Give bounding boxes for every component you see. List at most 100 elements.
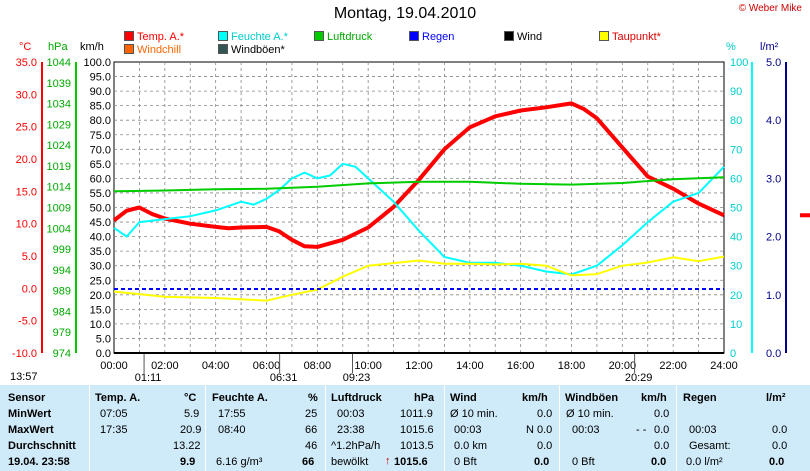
temp-tick: 0.0 xyxy=(22,283,37,295)
marker-label: 20:29 xyxy=(625,372,653,384)
time-tick: 10:00 xyxy=(354,360,382,372)
wind-tick: 60.0 xyxy=(90,173,111,185)
avg-press-trend: ^1.2hPa/h xyxy=(331,440,381,452)
temp-tick: 10.0 xyxy=(16,219,37,231)
min-gust-time: Ø 10 min. xyxy=(566,408,614,420)
cur-hum-val: 66 xyxy=(302,456,315,468)
humidity-tick: 50 xyxy=(730,203,742,215)
wind-tick: 50.0 xyxy=(90,203,111,215)
temp-tick: 15.0 xyxy=(16,186,37,198)
wind-tick: 70.0 xyxy=(90,144,111,156)
rain-tick: 1.0 xyxy=(766,290,781,302)
pressure-tick: 994 xyxy=(53,265,71,277)
min-temp-time: 07:05 xyxy=(100,408,128,420)
temp-tick: -5.0 xyxy=(18,316,37,328)
temp-tick: 30.0 xyxy=(16,89,37,101)
series-line xyxy=(113,176,725,193)
min-press-time: 00:03 xyxy=(337,408,365,420)
hdr-press-unit: hPa xyxy=(414,392,435,404)
humidity-tick: 70 xyxy=(730,144,742,156)
min-press-val: 1011.9 xyxy=(400,408,433,420)
avg-wind-val: 0.0 xyxy=(537,440,553,452)
humidity-tick: 0 xyxy=(730,348,736,360)
avg-hum-val: 46 xyxy=(305,440,318,452)
wind-tick: 30.0 xyxy=(90,261,111,273)
hdr-hum: Feuchte A. xyxy=(212,392,268,404)
min-hum-time: 17:55 xyxy=(218,408,246,420)
pressure-tick: 1009 xyxy=(47,203,71,215)
wind-tick: 80.0 xyxy=(90,115,111,127)
pressure-tick: 999 xyxy=(53,244,71,256)
temp-tick: 20.0 xyxy=(16,154,37,166)
pressure-tick: 1019 xyxy=(47,161,71,173)
max-press-time: 23:38 xyxy=(337,424,365,436)
humidity-tick: 80 xyxy=(730,115,742,127)
max-wind-val: 0.0 xyxy=(537,424,553,436)
pressure-tick: 974 xyxy=(53,348,71,360)
legend-windchill: Windchill xyxy=(124,44,181,56)
max-wind-dir: N xyxy=(526,424,534,436)
max-rain-val: 0.0 xyxy=(772,424,788,436)
humidity-tick: 20 xyxy=(730,290,742,302)
pressure-tick: 1034 xyxy=(47,99,71,111)
stats-table xyxy=(0,385,810,471)
rain-tick: 4.0 xyxy=(766,115,781,127)
cur-gust-val: 0.0 xyxy=(651,456,667,468)
wind-tick: 85.0 xyxy=(90,101,111,113)
rain-tick: 0.0 xyxy=(766,348,781,360)
time-tick: 08:00 xyxy=(304,360,332,372)
temp-current-marker xyxy=(800,213,810,218)
series-line xyxy=(112,101,725,249)
hdr-sensor: Sensor xyxy=(8,392,46,404)
pressure-tick: 1004 xyxy=(47,223,71,235)
time-tick: 20:00 xyxy=(609,360,637,372)
max-press-val: 1015.6 xyxy=(400,424,434,436)
wind-tick: 40.0 xyxy=(90,232,111,244)
pressure-tick: 1044 xyxy=(47,57,71,69)
hdr-hum-unit: % xyxy=(308,392,318,404)
wind-tick: 90.0 xyxy=(90,86,111,98)
row-avg-label: Durchschnitt xyxy=(8,440,76,452)
time-tick: 18:00 xyxy=(558,360,586,372)
legend-pressure: Luftdruck xyxy=(314,31,372,43)
hdr-wind-unit: km/h xyxy=(522,392,548,404)
pressure-tick: 1039 xyxy=(47,78,71,90)
avg-temp-val: 13.22 xyxy=(173,440,201,452)
row-max-label: MaxWert xyxy=(8,424,54,436)
marker-label: 01:11 xyxy=(135,372,162,384)
max-gust-dir: - - xyxy=(636,424,647,436)
wind-axis-unit: km/h xyxy=(80,41,104,53)
wind-tick: 10.0 xyxy=(90,319,111,331)
pressure-tick: 1024 xyxy=(47,140,71,152)
min-gust-val: 0.0 xyxy=(654,408,670,420)
row-current-label: 19.04. 23:58 xyxy=(8,456,70,468)
wind-tick: 5.0 xyxy=(96,333,111,345)
legend-gust: Windböen* xyxy=(218,44,285,56)
series-line xyxy=(113,255,725,302)
max-gust-time: 00:03 xyxy=(572,424,600,436)
max-temp-val: 20.9 xyxy=(180,424,202,436)
time-tick: 02:00 xyxy=(151,360,179,372)
pressure-tick: 1029 xyxy=(47,119,71,131)
time-tick: 24:00 xyxy=(710,360,738,372)
pressure-axis-unit: hPa xyxy=(48,41,68,53)
time-tick: 06:00 xyxy=(253,360,281,372)
wind-tick: 20.0 xyxy=(90,290,111,302)
max-hum-time: 08:40 xyxy=(218,424,246,436)
wind-tick: 15.0 xyxy=(90,304,111,316)
min-temp-val: 5.9 xyxy=(184,408,200,420)
humidity-tick: 10 xyxy=(730,319,742,331)
legend-humidity: Feuchte A.* xyxy=(218,31,288,43)
copyright: © Weber Mike xyxy=(738,3,802,14)
pressure-tick: 984 xyxy=(53,306,71,318)
temp-tick: 5.0 xyxy=(22,251,37,263)
legend-wind: Wind xyxy=(504,31,542,43)
legend-temp: Temp. A.* xyxy=(124,31,184,43)
cur-rain-val: 0.0 xyxy=(769,456,785,468)
cur-gust-bft: 0 Bft xyxy=(572,456,595,468)
min-hum-val: 25 xyxy=(305,408,318,420)
cur-temp-val: 9.9 xyxy=(180,456,196,468)
time-tick: 22:00 xyxy=(659,360,687,372)
wind-tick: 0.0 xyxy=(96,348,111,360)
min-wind-time: Ø 10 min. xyxy=(450,408,498,420)
